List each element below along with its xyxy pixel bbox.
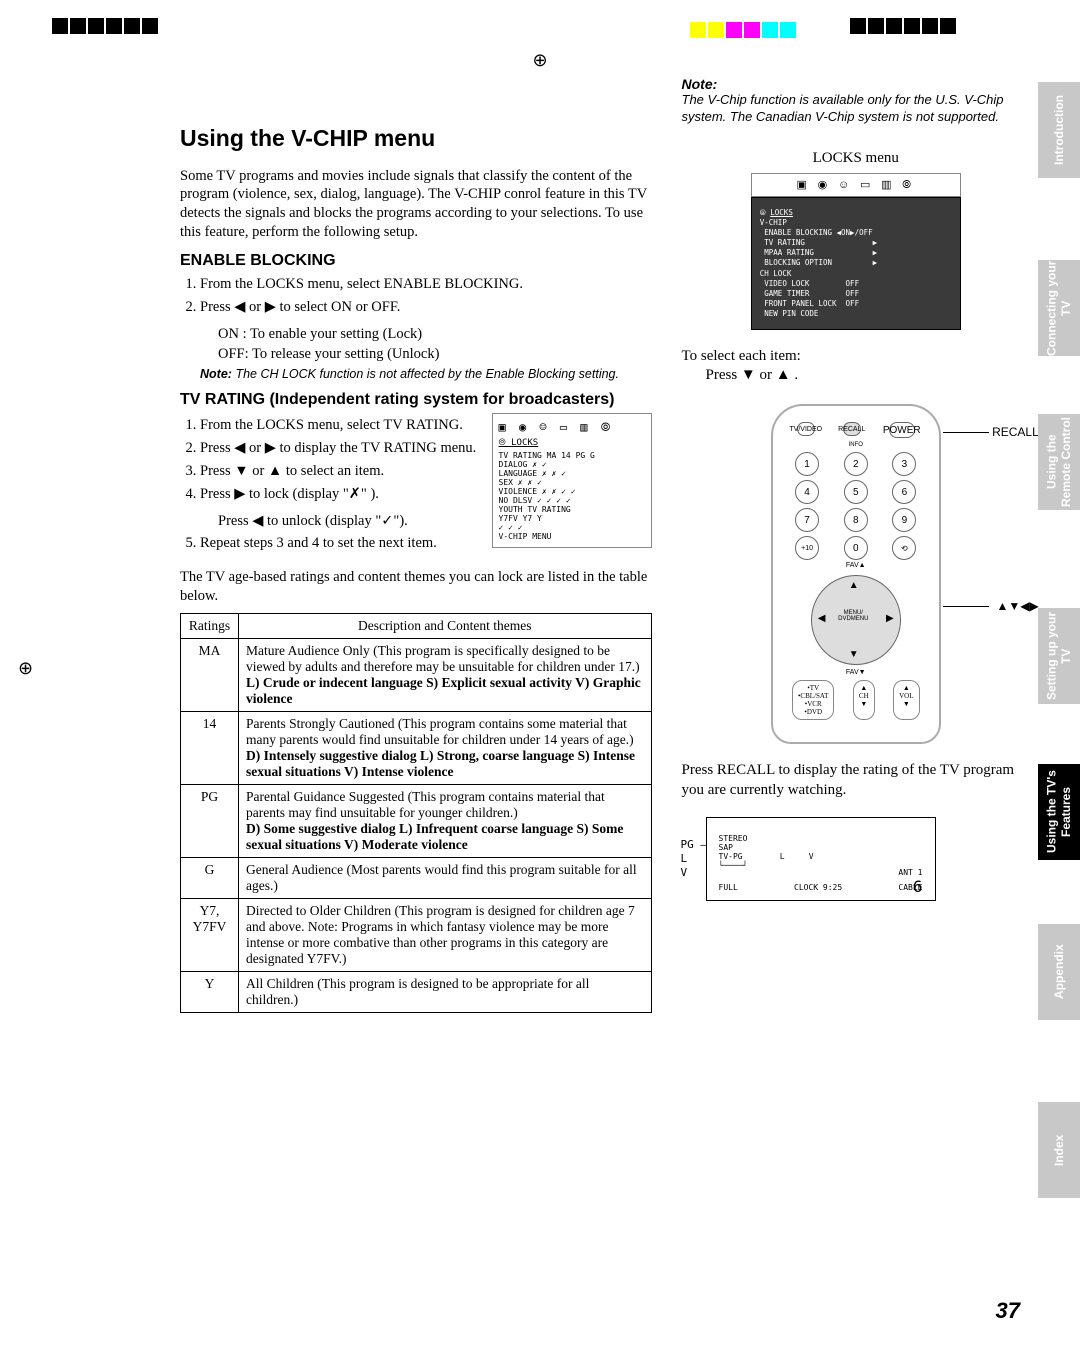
callout-arrows: ▲▼◀▶	[997, 599, 1039, 613]
tv-rating-heading: TV RATING (Independent rating system for…	[180, 391, 652, 409]
registration-mark-icon: ⊕	[18, 658, 33, 679]
nav-pad: ▲ ▼ ◀ ▶	[811, 575, 901, 665]
table-intro: The TV age-based ratings and content the…	[180, 568, 652, 607]
intro-text: Some TV programs and movies include sign…	[180, 167, 652, 242]
table-row: MA	[181, 639, 239, 712]
info-label: INFO	[783, 442, 929, 448]
side-column: Note: The V-Chip function is available o…	[682, 40, 1031, 1013]
num-button: 1	[795, 452, 819, 476]
tab-connecting[interactable]: Connecting your TV	[1038, 260, 1080, 356]
osd-left-labels: PG — L V	[681, 838, 708, 881]
th-desc: Description and Content themes	[239, 614, 652, 639]
locks-body-lines: V-CHIP ENABLE BLOCKING ◀ON▶/OFF TV RATIN…	[760, 218, 952, 319]
fav-dn: FAV▼	[783, 669, 929, 676]
note-label: Note:	[200, 367, 232, 381]
tvvideo-button: TV/VIDEO	[797, 422, 815, 436]
sub-on: ON : To enable your setting (Lock)	[218, 324, 652, 344]
menu-icons-row: ▣ ◉ ☺ ▭ ▥ ⦾	[499, 420, 645, 435]
tab-setting-up[interactable]: Setting up your TV	[1038, 608, 1080, 704]
main-column: Using the V-CHIP menu Some TV programs a…	[180, 40, 652, 1013]
side-note: The V-Chip function is available only fo…	[682, 92, 1031, 126]
step: Press ◀ or ▶ to display the TV RATING me…	[200, 438, 480, 459]
page-title: Using the V-CHIP menu	[180, 125, 652, 152]
table-row: G	[181, 858, 239, 899]
table-row: PG	[181, 785, 239, 858]
recall-para: Press RECALL to display the rating of th…	[682, 760, 1031, 801]
menu-body: TV RATING MA 14 PG G DIALOG ✗ ✓ LANGUAGE…	[499, 451, 645, 541]
table-row: General Audience (Most parents would fin…	[239, 858, 652, 899]
menu-title: LOCKS	[511, 438, 538, 448]
step: Press ▶ to lock (display "✗" ).	[200, 484, 480, 505]
note: Note: The CH LOCK function is not affect…	[200, 367, 652, 381]
menu-icons-row: ▣ ◉ ☺ ▭ ▥ ⦾	[751, 173, 961, 197]
step: Press ◀ or ▶ to select ON or OFF.	[200, 297, 652, 318]
table-row: Parental Guidance Suggested (This progra…	[239, 785, 652, 858]
tab-index[interactable]: Index	[1038, 1102, 1080, 1198]
locks-menu-diagram: ▣ ◉ ☺ ▭ ▥ ⦾ ⦾ LOCKS V-CHIP ENABLE BLOCKI…	[751, 173, 961, 330]
tab-introduction[interactable]: Introduction	[1038, 82, 1080, 178]
page-number: 37	[996, 1298, 1020, 1324]
table-row: Y	[181, 972, 239, 1013]
locks-heading: LOCKS menu	[682, 150, 1031, 167]
table-row: All Children (This program is designed t…	[239, 972, 652, 1013]
src-group: •TV•CBL/SAT•VCR•DVD	[792, 680, 834, 720]
power-button: POWER	[889, 422, 915, 438]
recall-button: RECALL	[843, 422, 861, 436]
table-row: Parents Strongly Cautioned (This program…	[239, 712, 652, 785]
osd-diagram: PG — L V STEREO SAP TV-PG L V └────┘ FUL…	[706, 817, 936, 901]
table-row: 14	[181, 712, 239, 785]
enable-blocking-heading: ENABLE BLOCKING	[180, 252, 652, 270]
select-each-label: To select each item:	[682, 348, 1031, 365]
step: Press ▼ or ▲ to select an item.	[200, 461, 480, 482]
remote-diagram: RECALL ▲▼◀▶ TV/VIDEO RECALL POWER INFO 1…	[771, 404, 941, 744]
step: From the LOCKS menu, select TV RATING.	[200, 415, 480, 436]
side-note-label: Note:	[682, 76, 1031, 92]
table-row: Mature Audience Only (This program is sp…	[239, 639, 652, 712]
unlock-note: Press ◀ to unlock (display "✓").	[218, 511, 480, 531]
th-ratings: Ratings	[181, 614, 239, 639]
tab-remote[interactable]: Using the Remote Control	[1038, 414, 1080, 510]
fav-up: FAV▲	[783, 562, 929, 569]
vol-group: ▲VOL▼	[893, 680, 919, 720]
registration-mark-icon: ⊕	[532, 50, 547, 71]
ch-group: ▲CH▼	[853, 680, 875, 720]
crop-bar	[0, 14, 1080, 48]
locks-body-title: LOCKS	[770, 208, 793, 217]
tab-features[interactable]: Using the TV's Features	[1038, 764, 1080, 860]
sub-off: OFF: To release your setting (Unlock)	[218, 344, 652, 364]
select-press-label: Press ▼ or ▲ .	[706, 367, 1031, 384]
step: From the LOCKS menu, select ENABLE BLOCK…	[200, 274, 652, 295]
locks-diagram: ▣ ◉ ☺ ▭ ▥ ⦾ ⦾ LOCKS TV RATING MA 14 PG G…	[492, 413, 652, 548]
table-row: Y7, Y7FV	[181, 899, 239, 972]
table-row: Directed to Older Children (This program…	[239, 899, 652, 972]
ratings-table: Ratings Description and Content themes M…	[180, 613, 652, 1013]
tab-appendix[interactable]: Appendix	[1038, 924, 1080, 1020]
note-text: The CH LOCK function is not affected by …	[235, 367, 619, 381]
step: Repeat steps 3 and 4 to set the next ite…	[200, 533, 480, 554]
callout-recall: RECALL	[992, 425, 1039, 439]
